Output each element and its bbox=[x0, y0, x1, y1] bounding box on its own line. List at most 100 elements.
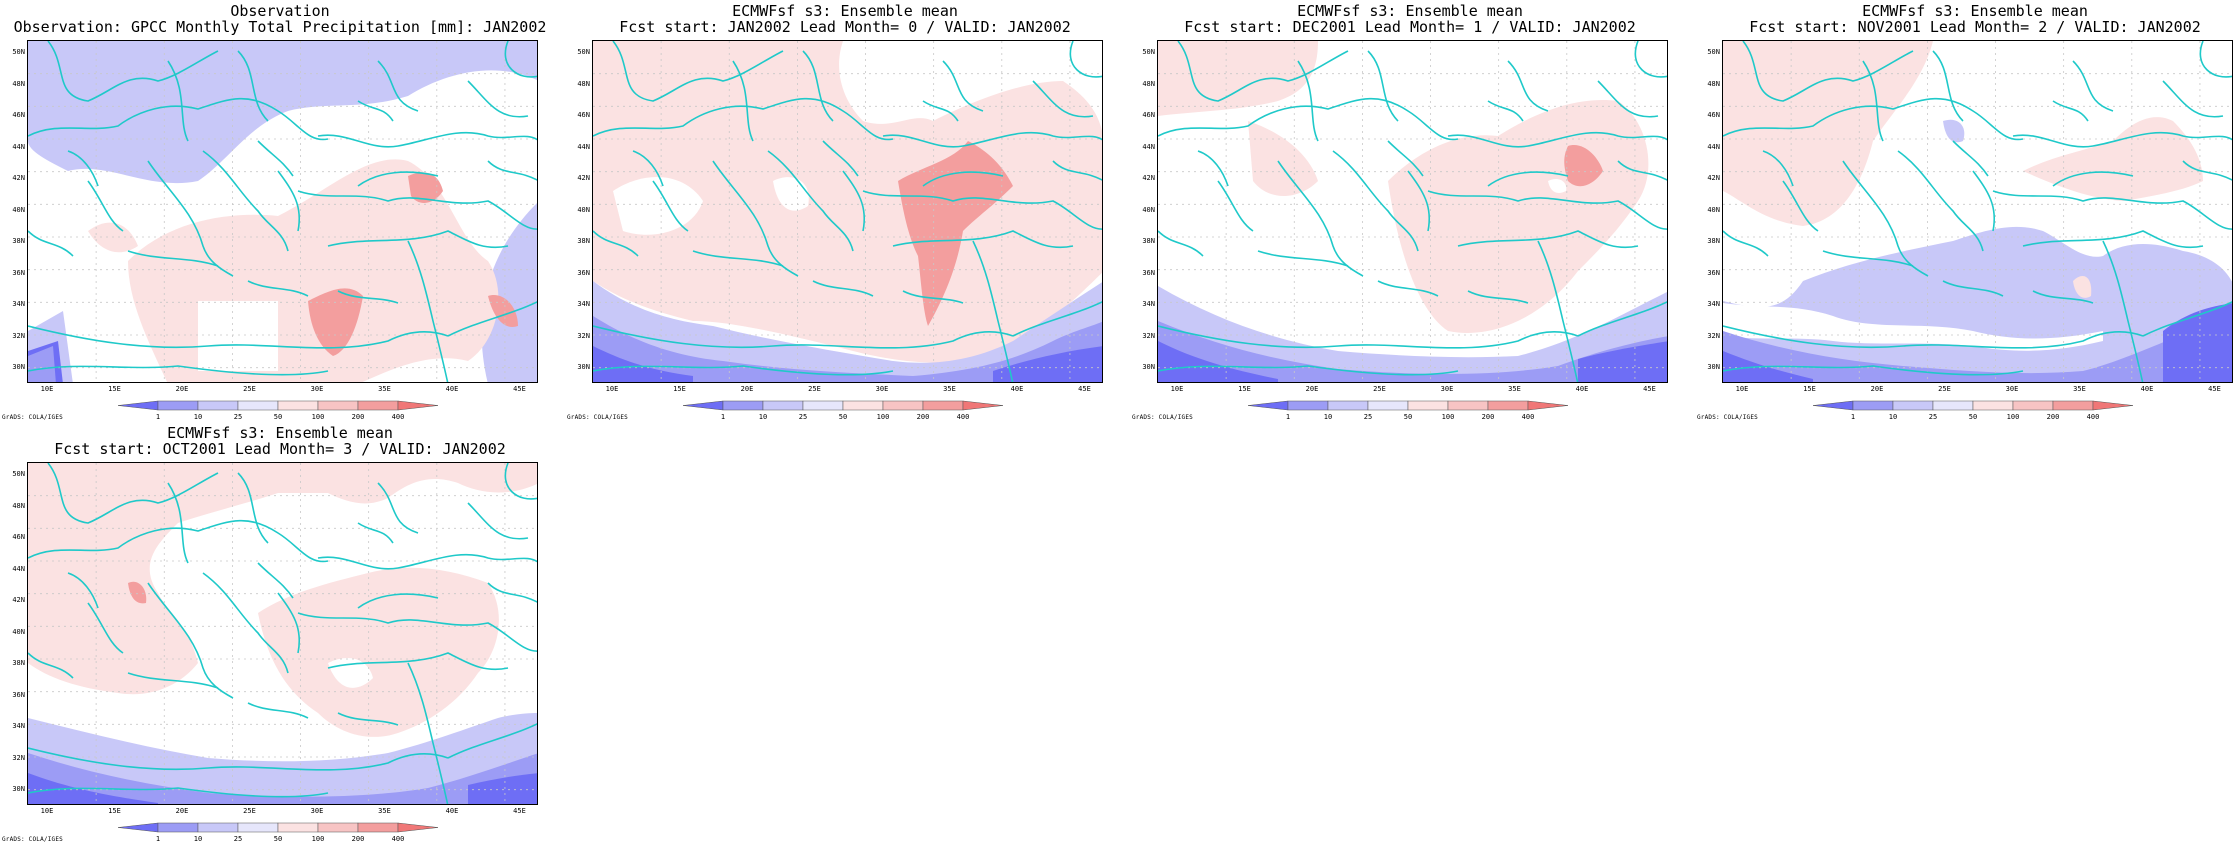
lat-tick-label: 36N bbox=[1142, 268, 1155, 277]
map-area bbox=[1722, 40, 2233, 383]
coastline bbox=[802, 50, 834, 122]
coastline bbox=[1597, 80, 1659, 118]
coastline bbox=[467, 80, 529, 118]
lon-tick-label: 10E bbox=[40, 385, 54, 393]
colorbar bbox=[117, 822, 439, 833]
coastline bbox=[593, 97, 894, 141]
lon-tick-label: 35E bbox=[2073, 385, 2086, 393]
coastline bbox=[1762, 150, 1794, 187]
panel-title: ECMWFsf s3: Ensemble mean bbox=[167, 424, 393, 442]
coastline bbox=[1012, 301, 1102, 337]
coastline bbox=[504, 463, 537, 500]
colorbar-tick-label: 25 bbox=[233, 413, 243, 421]
colorbar-tick-label: 25 bbox=[1363, 413, 1373, 421]
lat-tick-label: 40N bbox=[577, 205, 590, 214]
shaded-region bbox=[1248, 121, 1318, 196]
colorbar-segment bbox=[1527, 400, 1569, 411]
shaded-region bbox=[613, 177, 703, 235]
coastline bbox=[504, 41, 537, 78]
colorbar-segment bbox=[2052, 400, 2094, 411]
lat-tick-label: 50N bbox=[12, 48, 25, 56]
map-area bbox=[27, 462, 538, 805]
coastline bbox=[593, 230, 639, 257]
coastline bbox=[1617, 160, 1667, 181]
lon-tick-label: 45E bbox=[1078, 385, 1091, 393]
coastline bbox=[1842, 160, 1929, 277]
lat-tick-label: 48N bbox=[12, 79, 25, 88]
lon-tick-label: 20E bbox=[175, 807, 189, 815]
colorbar-segment bbox=[317, 400, 359, 411]
coastline bbox=[1197, 150, 1229, 187]
colorbar-segment bbox=[2012, 400, 2054, 411]
colorbar-segment bbox=[1852, 400, 1894, 411]
lon-tick-label: 35E bbox=[378, 385, 391, 393]
precipitation-map bbox=[28, 41, 537, 382]
coastline bbox=[487, 160, 537, 181]
lat-tick-label: 42N bbox=[1707, 174, 1720, 182]
coastline bbox=[297, 612, 537, 652]
lon-tick-label: 25E bbox=[1938, 385, 1951, 393]
coastline bbox=[2162, 80, 2224, 118]
colorbar-tick-label: 1 bbox=[1285, 413, 1291, 421]
colorbar-segment bbox=[317, 822, 359, 833]
lat-tick-label: 30N bbox=[1707, 363, 1720, 371]
colorbar-segment bbox=[237, 822, 279, 833]
coastline bbox=[67, 572, 99, 609]
lat-tick-label: 42N bbox=[577, 174, 590, 182]
coastline bbox=[237, 50, 269, 122]
coastline bbox=[47, 463, 219, 524]
lat-tick-label: 30N bbox=[12, 363, 25, 371]
shaded-region bbox=[2073, 276, 2092, 298]
coastline bbox=[2142, 301, 2232, 337]
lat-tick-label: 42N bbox=[12, 174, 25, 182]
colorbar-segment bbox=[2092, 400, 2134, 411]
coastline bbox=[447, 723, 537, 759]
colorbar-tick-label: 25 bbox=[1928, 413, 1938, 421]
coastline bbox=[1723, 230, 1769, 257]
lat-tick-label: 48N bbox=[12, 501, 25, 510]
lat-tick-label: 44N bbox=[577, 142, 590, 151]
lat-tick-label: 32N bbox=[1707, 331, 1720, 340]
shaded-region bbox=[28, 753, 537, 804]
coastline bbox=[1177, 41, 1349, 102]
lat-tick-label: 44N bbox=[1707, 142, 1720, 151]
coastline bbox=[1387, 140, 1424, 177]
precipitation-map bbox=[1158, 41, 1667, 382]
colorbar-tick-label: 100 bbox=[876, 413, 890, 421]
coastline bbox=[2199, 41, 2232, 78]
coastline bbox=[1942, 280, 2004, 297]
lat-tick-label: 34N bbox=[1142, 300, 1155, 308]
coastline bbox=[2072, 60, 2114, 112]
coastline bbox=[28, 747, 449, 771]
colorbar-tick-label: 10 bbox=[1888, 413, 1898, 421]
lon-tick-label: 20E bbox=[175, 385, 189, 393]
coastline bbox=[1367, 50, 1399, 122]
coastline bbox=[1634, 41, 1667, 78]
shaded-region bbox=[593, 316, 1102, 382]
coastline bbox=[357, 593, 439, 609]
colorbar-tick-label: 1 bbox=[155, 835, 161, 843]
colorbar-segment bbox=[1287, 400, 1329, 411]
coastline bbox=[2032, 290, 2094, 304]
map-panel: Observation Observation: GPCC Monthly Tot… bbox=[0, 0, 560, 422]
shaded-region bbox=[1548, 179, 1567, 193]
lon-tick-label: 10E bbox=[1170, 385, 1184, 393]
shaded-region bbox=[128, 159, 499, 382]
lat-tick-label: 38N bbox=[1707, 237, 1720, 245]
lon-tick-label: 15E bbox=[108, 807, 121, 815]
coastline bbox=[357, 100, 394, 122]
coastline bbox=[357, 171, 439, 187]
coastline bbox=[467, 502, 529, 540]
coastline bbox=[28, 652, 74, 679]
coastline bbox=[902, 290, 964, 304]
colorbar-tick-label: 50 bbox=[1968, 413, 1978, 421]
colorbar-tick-label: 400 bbox=[1521, 413, 1535, 421]
colorbar-tick-label: 50 bbox=[273, 413, 283, 421]
lon-tick-label: 25E bbox=[1373, 385, 1386, 393]
lat-tick-label: 34N bbox=[12, 300, 25, 308]
coastline bbox=[1032, 80, 1094, 118]
coastline bbox=[202, 572, 289, 674]
coastline bbox=[1427, 190, 1667, 230]
colorbar-segment bbox=[802, 400, 844, 411]
colorbar bbox=[682, 400, 1004, 411]
